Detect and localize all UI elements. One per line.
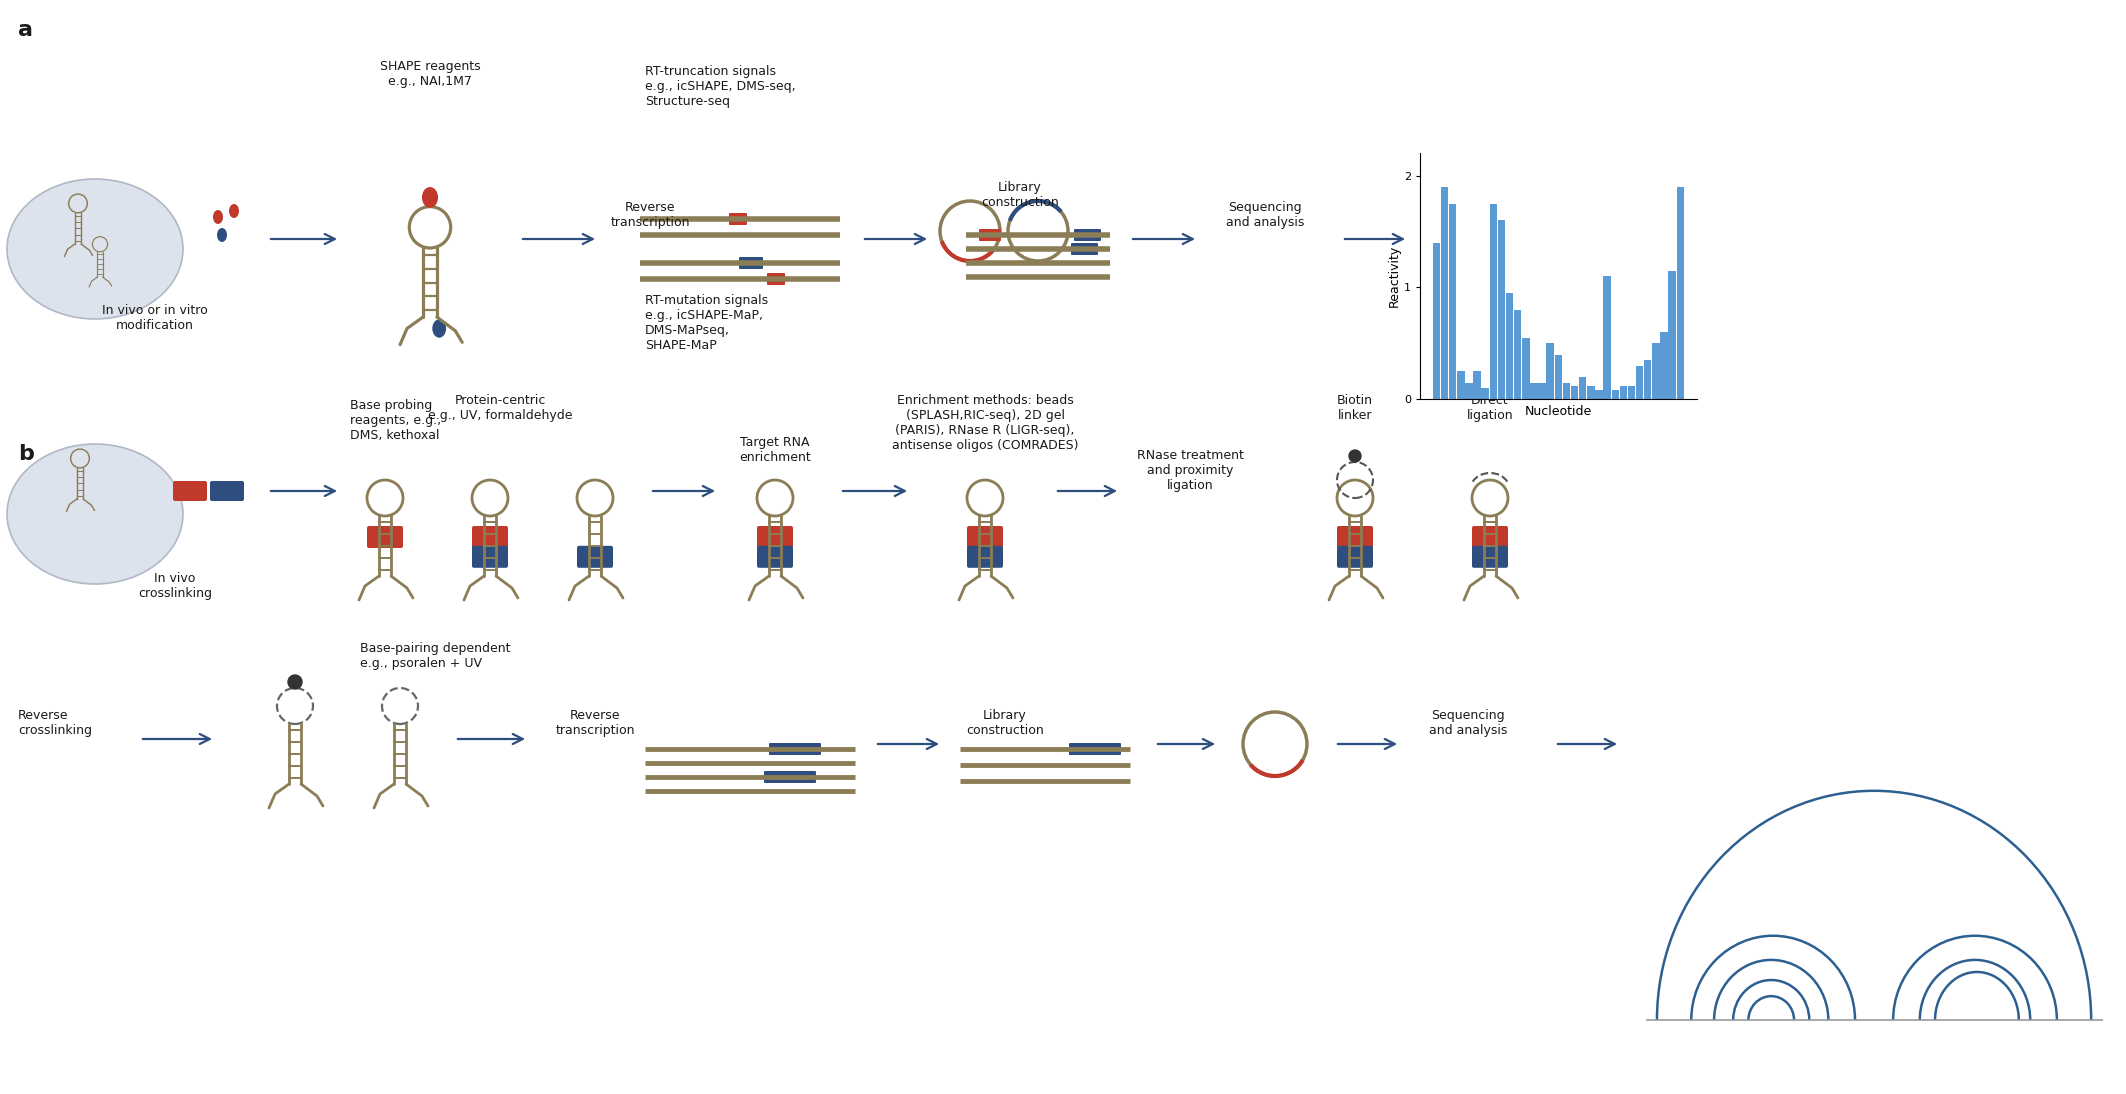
Text: Reverse
transcription: Reverse transcription — [610, 201, 689, 229]
FancyBboxPatch shape — [576, 546, 612, 568]
Circle shape — [287, 675, 302, 689]
Bar — [1522, 338, 1529, 399]
FancyBboxPatch shape — [729, 213, 746, 225]
Bar — [1580, 377, 1586, 399]
FancyBboxPatch shape — [472, 526, 508, 548]
Bar — [1594, 391, 1603, 399]
Bar — [1677, 187, 1684, 399]
Bar — [1465, 383, 1473, 399]
Y-axis label: Reactivity: Reactivity — [1388, 245, 1401, 307]
FancyBboxPatch shape — [770, 743, 821, 755]
FancyBboxPatch shape — [967, 526, 1003, 548]
Ellipse shape — [6, 444, 183, 584]
Ellipse shape — [432, 319, 446, 338]
FancyBboxPatch shape — [1471, 546, 1507, 568]
Text: In vivo or in vitro
modification: In vivo or in vitro modification — [102, 304, 208, 331]
Bar — [1588, 386, 1594, 399]
Text: RT-truncation signals
e.g., icSHAPE, DMS-seq,
Structure-seq: RT-truncation signals e.g., icSHAPE, DMS… — [644, 65, 795, 108]
Bar — [1554, 354, 1563, 399]
Text: Base-pairing dependent
e.g., psoralen + UV: Base-pairing dependent e.g., psoralen + … — [359, 642, 510, 670]
X-axis label: Nucleotide: Nucleotide — [1524, 405, 1592, 418]
FancyBboxPatch shape — [767, 274, 784, 286]
Bar — [1546, 344, 1554, 399]
Text: RNase treatment
and proximity
ligation: RNase treatment and proximity ligation — [1137, 449, 1244, 492]
FancyBboxPatch shape — [1337, 526, 1373, 548]
FancyBboxPatch shape — [1337, 546, 1373, 568]
FancyBboxPatch shape — [472, 546, 508, 568]
FancyBboxPatch shape — [1072, 243, 1097, 255]
Bar — [1441, 187, 1448, 399]
Bar — [1660, 333, 1667, 399]
Bar — [1497, 220, 1505, 399]
FancyBboxPatch shape — [1471, 526, 1507, 548]
Text: Direct
ligation: Direct ligation — [1467, 394, 1514, 422]
Ellipse shape — [6, 179, 183, 319]
Bar — [1612, 391, 1620, 399]
FancyBboxPatch shape — [1069, 743, 1120, 755]
Ellipse shape — [213, 210, 223, 224]
Text: Sequencing
and analysis: Sequencing and analysis — [1429, 709, 1507, 737]
Bar — [1450, 203, 1456, 399]
Text: Reverse
transcription: Reverse transcription — [555, 709, 636, 737]
Bar — [1473, 371, 1482, 399]
Text: Library
construction: Library construction — [965, 709, 1044, 737]
Text: a: a — [17, 20, 34, 40]
Text: b: b — [17, 444, 34, 464]
Text: SHAPE reagents
e.g., NAI,1M7: SHAPE reagents e.g., NAI,1M7 — [381, 60, 480, 88]
Text: Enrichment methods: beads
(SPLASH,RIC-seq), 2D gel
(PARIS), RNase R (LIGR-seq),
: Enrichment methods: beads (SPLASH,RIC-se… — [891, 394, 1078, 452]
Bar — [1669, 270, 1675, 399]
Bar — [1433, 243, 1439, 399]
FancyBboxPatch shape — [1074, 229, 1101, 241]
Bar — [1482, 388, 1488, 399]
Bar — [1603, 276, 1612, 399]
Bar — [1635, 365, 1643, 399]
FancyBboxPatch shape — [368, 526, 404, 548]
FancyBboxPatch shape — [757, 526, 793, 548]
Bar — [1629, 386, 1635, 399]
Ellipse shape — [230, 203, 238, 218]
Text: Base probing
reagents, e.g.,
DMS, kethoxal: Base probing reagents, e.g., DMS, kethox… — [351, 399, 440, 442]
Text: In vivo
crosslinking: In vivo crosslinking — [138, 572, 213, 600]
Bar — [1652, 344, 1660, 399]
Bar — [1539, 383, 1546, 399]
FancyBboxPatch shape — [757, 546, 793, 568]
Bar — [1505, 293, 1514, 399]
Bar — [1490, 203, 1497, 399]
Text: Biotin
linker: Biotin linker — [1337, 394, 1373, 422]
Ellipse shape — [217, 228, 227, 242]
Text: Reverse
crosslinking: Reverse crosslinking — [17, 709, 91, 737]
Bar — [1571, 386, 1577, 399]
Text: Sequencing
and analysis: Sequencing and analysis — [1227, 201, 1303, 229]
Text: RT-mutation signals
e.g., icSHAPE-MaP,
DMS-MaPseq,
SHAPE-MaP: RT-mutation signals e.g., icSHAPE-MaP, D… — [644, 294, 767, 352]
Bar — [1456, 371, 1465, 399]
FancyBboxPatch shape — [967, 546, 1003, 568]
Ellipse shape — [421, 187, 438, 208]
Text: Target RNA
enrichment: Target RNA enrichment — [740, 437, 810, 464]
FancyBboxPatch shape — [763, 771, 816, 783]
Text: Library
construction: Library construction — [980, 181, 1059, 209]
Bar — [1643, 360, 1652, 399]
Bar — [1531, 383, 1537, 399]
FancyBboxPatch shape — [210, 481, 244, 501]
Text: Protein-centric
e.g., UV, formaldehyde: Protein-centric e.g., UV, formaldehyde — [427, 394, 572, 422]
FancyBboxPatch shape — [172, 481, 206, 501]
Bar — [1563, 383, 1571, 399]
FancyBboxPatch shape — [740, 257, 763, 269]
Circle shape — [1350, 450, 1361, 462]
Bar — [1620, 386, 1626, 399]
Bar — [1514, 310, 1522, 399]
FancyBboxPatch shape — [978, 229, 1001, 241]
